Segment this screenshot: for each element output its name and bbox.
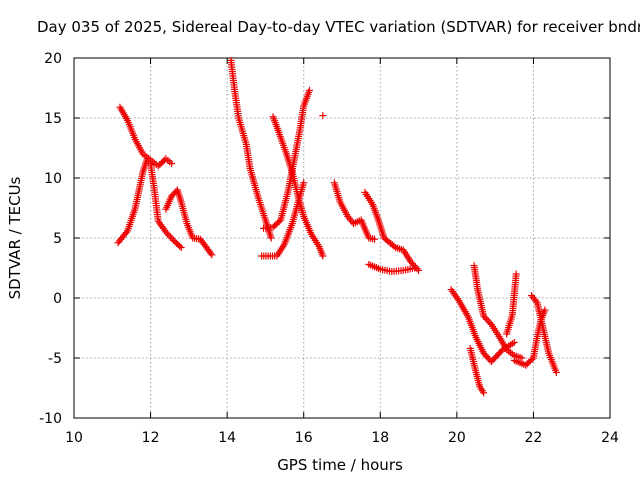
data-point: [483, 353, 491, 361]
data-point: [207, 249, 215, 257]
data-point: [510, 338, 518, 346]
x-tick-labels: 10 12 14 16 18 20 22 24: [65, 430, 619, 446]
y-tick-label: 10: [44, 171, 62, 187]
data-point: [176, 242, 184, 250]
data-point: [480, 389, 488, 397]
data-point: [208, 251, 216, 259]
data-point: [484, 317, 492, 325]
data-point: [481, 314, 489, 322]
data-point: [300, 179, 308, 187]
data-point: [305, 86, 313, 94]
data-point: [541, 306, 549, 314]
x-tick-label: 22: [525, 430, 543, 446]
data-point: [165, 231, 173, 239]
axis-ticks: [73, 57, 611, 419]
y-axis-label: SDTVAR / TECUs: [6, 176, 24, 299]
y-tick-label: 0: [53, 291, 62, 307]
data-point: [319, 252, 327, 260]
data-point: [177, 244, 185, 252]
x-tick-label: 20: [448, 430, 466, 446]
x-tick-label: 12: [142, 430, 160, 446]
data-point: [486, 319, 494, 327]
x-tick-label: 14: [218, 430, 236, 446]
data-point: [390, 242, 398, 250]
data-point: [415, 266, 423, 274]
data-point: [319, 112, 327, 120]
y-tick-label: -5: [48, 351, 62, 367]
y-tick-label: 20: [44, 51, 62, 67]
data-point: [168, 235, 176, 243]
y-tick-labels: -10 -5 0 5 10 15 20: [39, 51, 62, 427]
data-point: [168, 160, 176, 168]
data-point: [163, 230, 171, 238]
x-axis-label: GPS time / hours: [277, 456, 403, 474]
data-points: [114, 56, 560, 397]
data-point: [407, 258, 415, 266]
x-tick-label: 16: [295, 430, 313, 446]
data-point: [166, 233, 174, 241]
data-point: [267, 234, 275, 242]
data-point: [480, 312, 488, 320]
data-point: [275, 217, 283, 225]
y-tick-label: -10: [39, 411, 62, 427]
data-point: [512, 270, 520, 278]
grid: [74, 58, 610, 418]
data-point: [483, 315, 491, 323]
y-tick-label: 15: [44, 111, 62, 127]
x-tick-label: 10: [65, 430, 83, 446]
x-tick-label: 24: [601, 430, 619, 446]
y-tick-label: 5: [53, 231, 62, 247]
x-tick-label: 18: [371, 430, 389, 446]
data-point: [480, 349, 488, 357]
data-point: [162, 228, 170, 236]
data-point: [122, 229, 130, 237]
data-point: [552, 368, 560, 376]
data-point: [484, 354, 492, 362]
chart-title: Day 035 of 2025, Sidereal Day-to-day VTE…: [37, 18, 640, 36]
data-point: [481, 351, 489, 359]
data-point: [371, 235, 379, 243]
data-point: [412, 263, 420, 271]
data-point: [411, 264, 419, 272]
data-point: [528, 355, 536, 363]
